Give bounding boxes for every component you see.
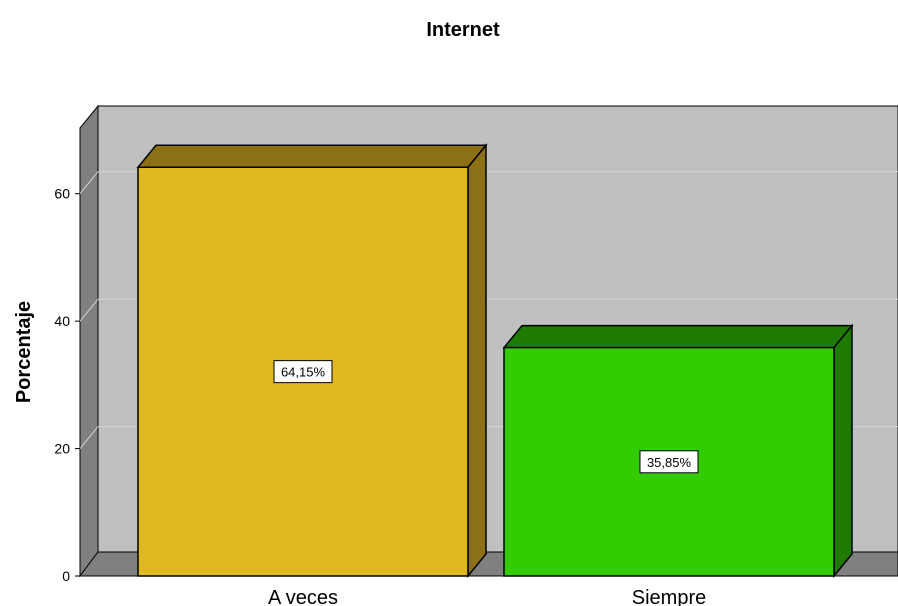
gridline-side bbox=[79, 298, 99, 322]
gridline-side bbox=[79, 171, 99, 195]
x-axis-labels: A veces Siempre bbox=[268, 587, 706, 606]
y-tick-label: 0 bbox=[62, 568, 70, 584]
x-tick-label: A veces bbox=[268, 587, 338, 606]
y-tick-label: 40 bbox=[54, 313, 70, 329]
y-axis-ticks: 0 20 40 60 bbox=[54, 186, 80, 584]
plot-side-wall bbox=[79, 104, 99, 578]
y-tick-label: 20 bbox=[54, 441, 70, 457]
y-axis-label: Porcentaje bbox=[13, 301, 35, 403]
bar-side bbox=[833, 323, 853, 579]
chart-title: Internet bbox=[426, 19, 500, 41]
bar-top bbox=[136, 144, 488, 169]
x-tick-label: Siempre bbox=[632, 587, 706, 606]
data-label: 64,15% bbox=[281, 365, 326, 380]
bars: 64,15% 35,85% bbox=[136, 143, 854, 579]
data-label: 35,85% bbox=[647, 455, 692, 470]
bar-side bbox=[467, 143, 487, 579]
bar-top bbox=[502, 324, 854, 349]
data-label-box bbox=[639, 450, 699, 474]
data-label-box bbox=[273, 360, 333, 384]
gridline-side bbox=[79, 426, 99, 449]
y-tick-label: 60 bbox=[54, 186, 70, 202]
